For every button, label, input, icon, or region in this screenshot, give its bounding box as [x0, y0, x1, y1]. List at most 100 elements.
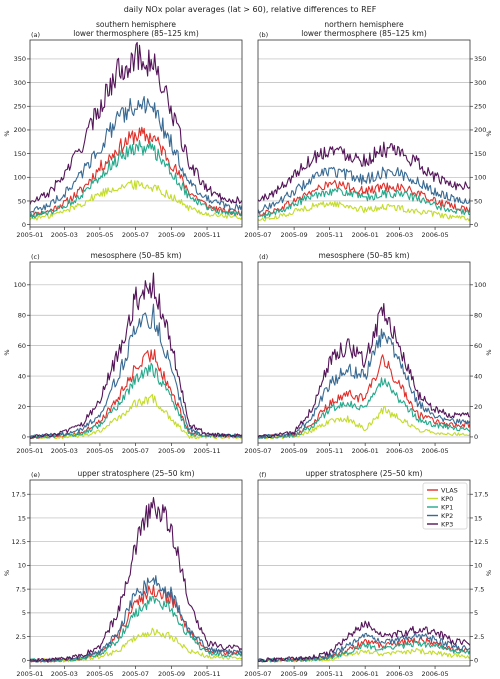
x-tick-label: 2005-11	[316, 447, 343, 455]
panel-letter: (f)	[259, 471, 266, 479]
series-line-kp3	[258, 302, 470, 439]
x-tick-label: 2005-11	[316, 231, 343, 239]
x-tick-label: 2005-09	[158, 447, 185, 455]
y-tick-label: 150	[14, 150, 26, 158]
y-tick-label: 100	[474, 281, 486, 289]
panel-title: upper stratosphere (25–50 km)	[305, 469, 422, 478]
series-line-kp0	[30, 393, 242, 440]
x-tick-label: 2005-03	[51, 670, 78, 678]
x-tick-label: 2005-03	[51, 447, 78, 455]
y-tick-label: 0	[22, 221, 26, 229]
panel-c: 0 20 40 60 80 100% 2005-01 2005-03 2005-05 2005-0…	[3, 251, 243, 455]
series-line-kp1	[30, 595, 242, 663]
x-tick-label: 2005-01	[16, 231, 43, 239]
panel-letter: (c)	[31, 253, 40, 261]
y-tick-label: 50	[18, 197, 26, 205]
y-tick-label: 20	[474, 403, 482, 411]
y-tick-label: 17.5	[474, 491, 488, 499]
y-tick-label: 100	[14, 174, 26, 182]
panel-f: 0 2.5 5 7.5 10 12.5 15 17.5% 2005-07 2005-09 2005-…	[244, 469, 493, 678]
series-line-kp3	[30, 272, 242, 439]
y-tick-label: 2.5	[474, 633, 484, 641]
legend-label-vlas: VLAS	[441, 486, 458, 494]
series-line-vlas	[30, 126, 242, 218]
axes-frame	[257, 261, 471, 444]
y-axis-label: %	[485, 130, 493, 136]
y-tick-label: 7.5	[16, 585, 26, 593]
series-line-kp2	[258, 631, 470, 663]
series-line-kp0	[30, 179, 242, 221]
y-tick-label: 50	[474, 197, 482, 205]
y-tick-label: 7.5	[474, 585, 484, 593]
y-tick-label: 60	[474, 342, 482, 350]
panel-b: 0 50 100 150 200 250 300 350% 2005-07 2005-09 2005…	[244, 20, 493, 239]
y-tick-label: 15	[474, 514, 482, 522]
series-line-kp1	[258, 186, 470, 219]
y-tick-label: 0	[22, 433, 26, 441]
series-line-vlas	[258, 179, 470, 217]
y-tick-label: 2.5	[16, 633, 26, 641]
series-line-kp2	[30, 95, 242, 214]
y-tick-label: 5	[474, 609, 478, 617]
panel-letter: (b)	[259, 31, 268, 39]
legend-label-kp1: KP1	[441, 503, 453, 511]
x-tick-label: 2006-01	[352, 447, 379, 455]
y-tick-label: 300	[474, 79, 486, 87]
y-tick-label: 20	[18, 403, 26, 411]
series-line-vlas	[30, 349, 242, 439]
x-tick-label: 2005-07	[244, 670, 271, 678]
series-line-vlas	[30, 584, 242, 663]
panel-title: mesosphere (50–85 km)	[90, 251, 181, 260]
panel-title: southern hemisphere	[96, 20, 176, 29]
axes-frame	[29, 479, 243, 667]
axes-frame	[29, 261, 243, 444]
y-tick-label: 10	[474, 562, 482, 570]
panel-title: mesosphere (50–85 km)	[318, 251, 409, 260]
x-tick-label: 2005-01	[16, 447, 43, 455]
y-tick-label: 40	[474, 372, 482, 380]
x-tick-label: 2006-03	[386, 670, 413, 678]
panel-letter: (e)	[31, 471, 40, 479]
panel-title: upper stratosphere (25–50 km)	[77, 469, 194, 478]
y-axis-label: %	[485, 570, 493, 576]
y-tick-label: 200	[14, 126, 26, 134]
series-line-kp0	[258, 200, 470, 222]
y-tick-label: 250	[474, 103, 486, 111]
y-tick-label: 150	[474, 150, 486, 158]
x-tick-label: 2005-11	[316, 670, 343, 678]
x-tick-label: 2006-03	[386, 447, 413, 455]
x-tick-label: 2005-09	[158, 231, 185, 239]
y-tick-label: 0	[474, 221, 478, 229]
x-tick-label: 2005-07	[244, 231, 271, 239]
figure-title: daily NOx polar averages (lat > 60), rel…	[124, 5, 377, 14]
y-tick-label: 12.5	[474, 538, 488, 546]
x-tick-label: 2005-11	[193, 670, 220, 678]
x-tick-label: 2005-11	[193, 447, 220, 455]
panel-e: 0 2.5 5 7.5 10 12.5 15 17.5% 2005-01 2005-03 2005-…	[3, 469, 243, 678]
legend-label-kp0: KP0	[441, 495, 453, 503]
y-tick-label: 350	[474, 55, 486, 63]
axes-frame	[257, 39, 471, 228]
x-tick-label: 2006-03	[386, 231, 413, 239]
x-tick-label: 2005-09	[281, 447, 308, 455]
y-axis-label: %	[3, 570, 11, 576]
series-line-kp2	[258, 166, 470, 214]
axes-frame	[29, 39, 243, 228]
series-line-kp3	[258, 141, 470, 202]
y-tick-label: 15	[18, 514, 26, 522]
y-tick-label: 350	[14, 55, 26, 63]
y-axis-label: %	[485, 349, 493, 355]
y-tick-label: 0	[474, 433, 478, 441]
series-line-kp3	[258, 620, 470, 663]
y-tick-label: 250	[14, 103, 26, 111]
series-line-kp1	[30, 139, 242, 219]
x-tick-label: 2005-09	[281, 670, 308, 678]
panel-a: 0 50 100 150 200 250 300 350% 2005-01 2005-03 2005…	[3, 20, 243, 239]
y-tick-label: 17.5	[12, 491, 26, 499]
panel-letter: (d)	[259, 253, 268, 261]
y-tick-label: 12.5	[12, 538, 26, 546]
x-tick-label: 2006-05	[421, 447, 448, 455]
x-tick-label: 2005-05	[86, 670, 113, 678]
y-tick-label: 5	[22, 609, 26, 617]
